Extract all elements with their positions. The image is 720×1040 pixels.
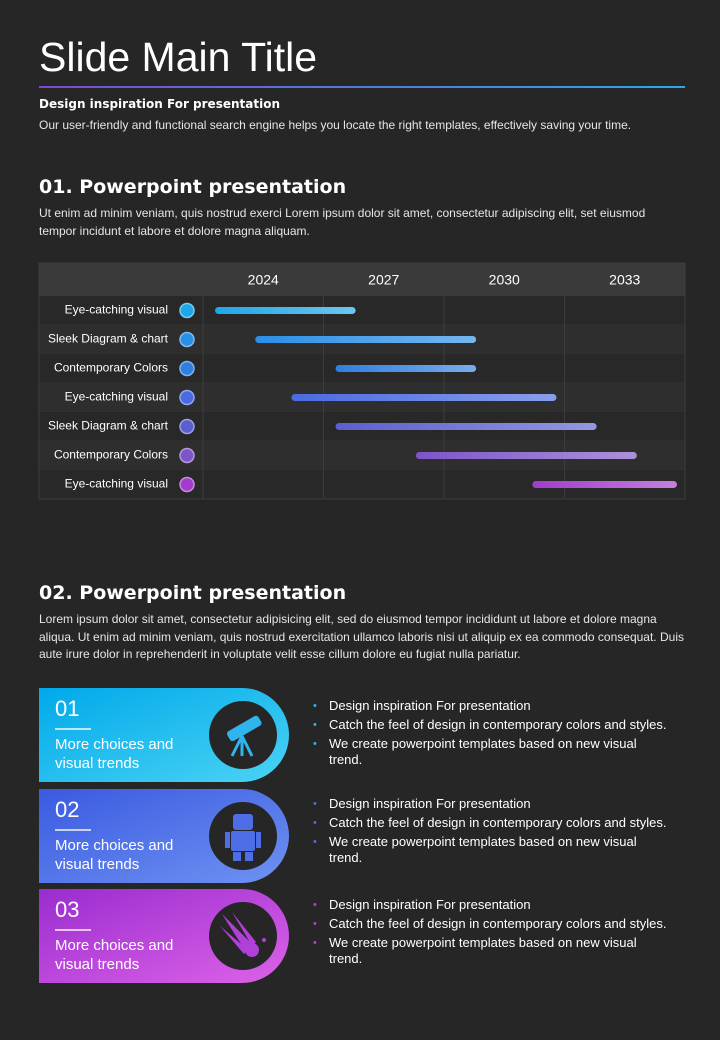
x-tick-label: 2033 xyxy=(609,272,640,288)
bullet: • Design inspiration For presentation xyxy=(313,796,531,811)
x-tick-label: 2030 xyxy=(489,272,520,288)
card: 02 More choices and visual trends xyxy=(39,789,289,883)
card-label: More choices and visual trends xyxy=(55,736,174,772)
bullet-list: • Design inspiration For presentation • Ca… xyxy=(313,698,673,771)
row-label: Eye-catching visual xyxy=(65,477,168,491)
x-tick-label: 2027 xyxy=(368,272,399,288)
bullet: • Catch the feel of design in contemporar… xyxy=(313,717,667,732)
section-text: Ut enim ad minim veniam, quis nostrud ex… xyxy=(39,206,646,238)
row-dot xyxy=(179,302,195,319)
title: Slide Main Title xyxy=(39,34,318,80)
gantt-bar xyxy=(215,307,356,314)
row-label: Contemporary Colors xyxy=(54,448,168,462)
comet-icon xyxy=(209,902,277,970)
bullet: • Design inspiration For presentation xyxy=(313,897,531,912)
card-rule xyxy=(55,728,91,730)
telescope-icon xyxy=(209,701,277,769)
card-number: 02 xyxy=(55,797,80,822)
row-label: Sleek Diagram & chart xyxy=(48,419,169,433)
card-rule xyxy=(55,829,91,831)
astronaut-icon xyxy=(209,802,277,870)
bullet: • Catch the feel of design in contemporar… xyxy=(313,916,667,931)
card-label: More choices and visual trends xyxy=(55,837,174,873)
gantt-bar xyxy=(415,452,637,459)
row-label: Contemporary Colors xyxy=(54,361,168,375)
card-label: More choices and visual trends xyxy=(55,937,174,973)
row-dot xyxy=(179,331,195,348)
gantt-bar xyxy=(335,423,597,430)
chart-border xyxy=(38,262,686,500)
chart-header xyxy=(39,263,685,296)
section-text: Lorem ipsum dolor sit amet, consectetur … xyxy=(39,612,684,661)
bullet-list: • Design inspiration For presentation • Ca… xyxy=(313,796,673,869)
row-label: Eye-catching visual xyxy=(65,390,168,404)
row-dot xyxy=(179,360,195,377)
gantt-chart: 2024 2027 2030 2033 Eye-catching visual Sleek… xyxy=(38,262,686,500)
row-dot xyxy=(179,418,195,435)
title-rule xyxy=(39,86,685,88)
gantt-bar xyxy=(532,481,677,488)
row-label: Sleek Diagram & chart xyxy=(48,332,169,346)
card-rule xyxy=(55,929,91,931)
section-heading: 02. Powerpoint presentation xyxy=(39,582,347,604)
row-dot xyxy=(179,389,195,406)
gantt-bar xyxy=(335,365,477,372)
x-tick-label: 2024 xyxy=(248,272,279,288)
bullet: • We create powerpoint templates based on… xyxy=(313,834,637,865)
gantt-bar xyxy=(291,394,557,401)
subtitle: Design inspiration For presentation xyxy=(39,97,280,111)
bullet: • We create powerpoint templates based on… xyxy=(313,736,637,767)
intro-text: Our user-friendly and functional search … xyxy=(39,118,632,132)
bullet: • Catch the feel of design in contemporar… xyxy=(313,815,667,830)
card-number: 01 xyxy=(55,696,80,721)
row-band xyxy=(39,296,685,325)
card: 03 More choices and visual trends xyxy=(39,889,289,983)
bullet-list: • Design inspiration For presentation • Ca… xyxy=(313,897,673,970)
card-number: 03 xyxy=(55,897,80,922)
bullet: • We create powerpoint templates based on… xyxy=(313,935,637,966)
row-dot xyxy=(179,476,195,493)
bullet: • Design inspiration For presentation xyxy=(313,698,531,713)
section-heading: 01. Powerpoint presentation xyxy=(39,176,347,198)
row-label: Eye-catching visual xyxy=(65,303,168,317)
card: 01 More choices and visual trends xyxy=(39,688,289,782)
row-dot xyxy=(179,447,195,464)
gantt-bar xyxy=(255,336,477,343)
